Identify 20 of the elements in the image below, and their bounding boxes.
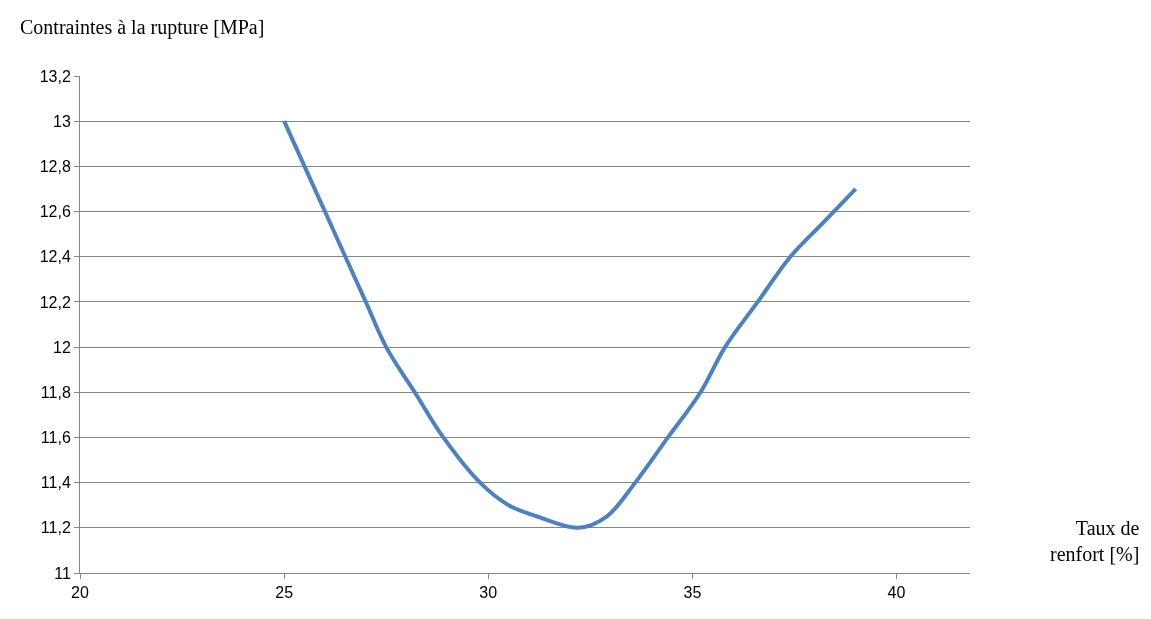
- y-tick-label: 11,2: [40, 519, 71, 537]
- y-axis-title: Contraintes à la rupture [MPa]: [20, 16, 265, 39]
- x-tick-label: 25: [275, 584, 294, 602]
- y-tick-label: 12: [53, 338, 71, 356]
- y-tick-label: 12,2: [39, 293, 71, 311]
- y-tick-label: 11,8: [40, 383, 71, 401]
- y-tick-label: 12,8: [39, 157, 71, 175]
- y-tick-label: 13,2: [39, 67, 71, 85]
- x-axis-title: Taux de renfort [%]: [1050, 517, 1140, 565]
- x-tick-label: 40: [887, 584, 906, 602]
- x-tick-label: 30: [479, 584, 498, 602]
- y-tick-label: 12,6: [39, 203, 71, 221]
- y-tick-label: 11: [54, 564, 71, 582]
- line-series: [282, 119, 858, 530]
- y-tick-label: 11,4: [40, 474, 71, 492]
- y-tick-label: 13: [53, 112, 71, 130]
- y-tick-label: 11,6: [40, 429, 71, 447]
- x-tick-label: 20: [71, 584, 89, 602]
- x-tick-label: 35: [683, 584, 702, 602]
- y-tick-label: 12,4: [39, 248, 71, 266]
